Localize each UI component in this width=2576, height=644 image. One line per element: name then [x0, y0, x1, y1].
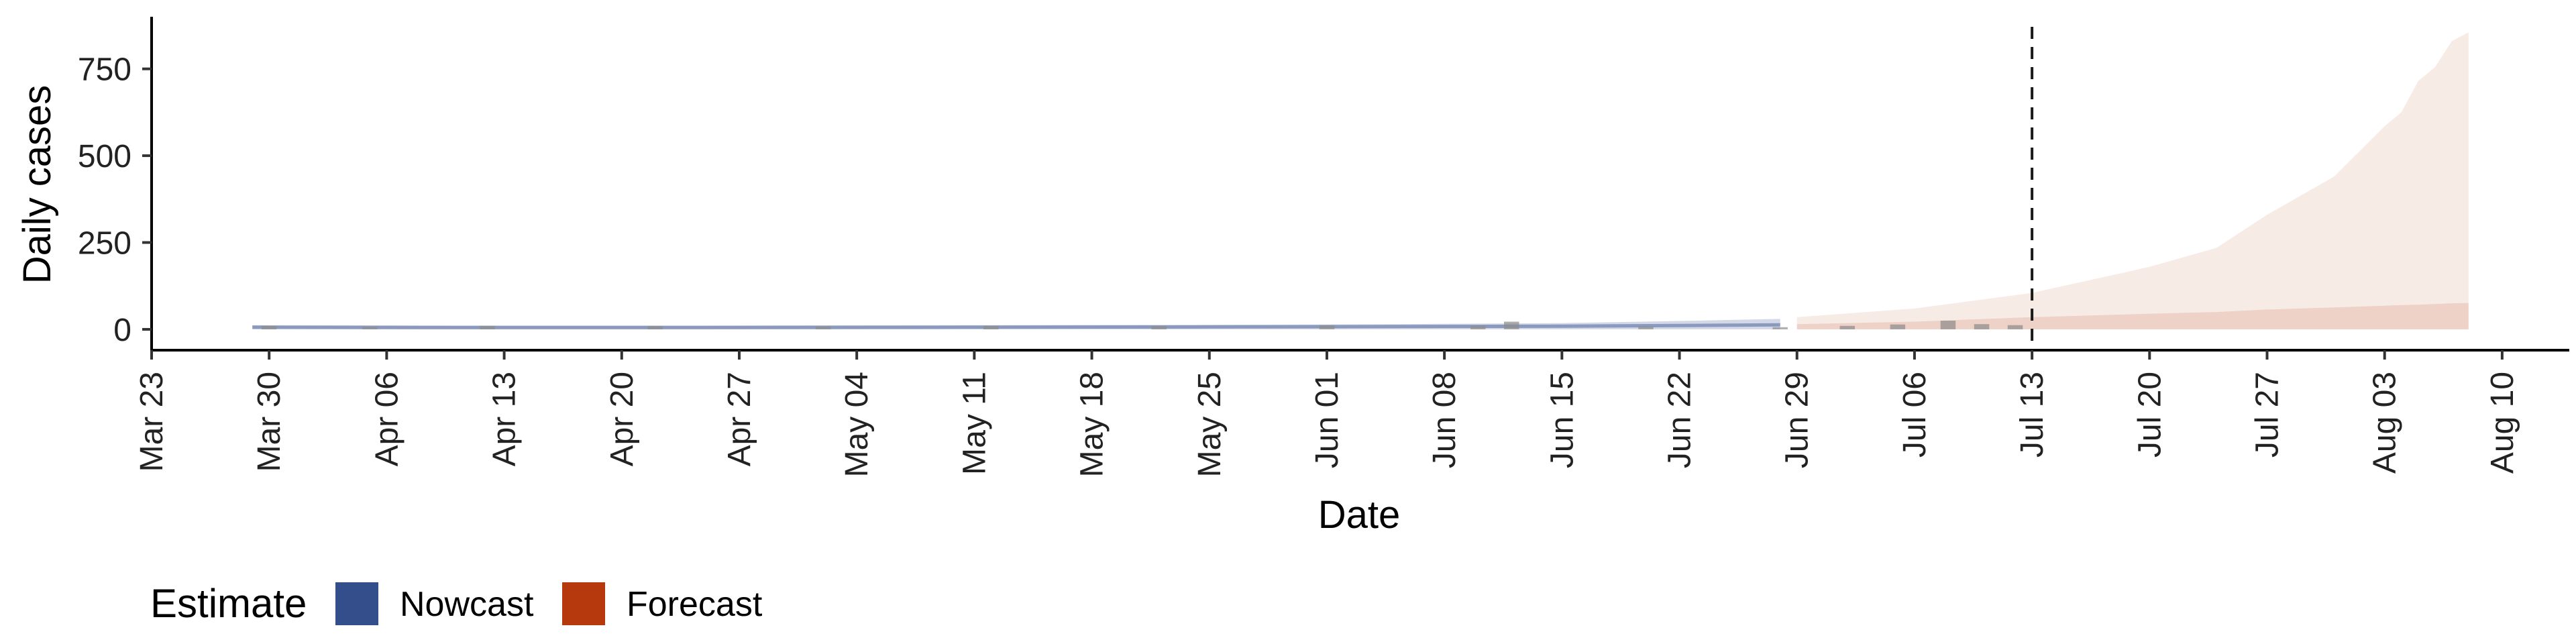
observed-case-bar — [647, 326, 663, 329]
x-tick-label: Apr 06 — [369, 372, 405, 466]
observed-case-bar — [1638, 326, 1654, 329]
x-tick-label: Jul 20 — [2132, 372, 2167, 458]
x-tick-label: May 04 — [839, 372, 875, 477]
x-tick-label: Jun 15 — [1544, 372, 1580, 468]
x-axis-ticks: Mar 23 Mar 30 Apr 06 Apr 13 Apr 20 Apr 27 May … — [134, 350, 2520, 477]
forecast-band-inner — [1796, 303, 2469, 329]
observed-case-bar — [983, 325, 999, 329]
x-tick-label: Apr 13 — [487, 372, 523, 466]
observed-case-bar — [1974, 324, 1990, 329]
y-axis-title: Daily cases — [15, 85, 59, 284]
y-tick-label: 500 — [78, 139, 131, 174]
x-tick-label: Jul 06 — [1897, 372, 1933, 458]
observed-case-bar — [815, 326, 831, 329]
legend-label-forecast: Forecast — [627, 585, 763, 624]
x-tick-label: Jun 08 — [1427, 372, 1462, 468]
x-tick-label: Aug 10 — [2485, 372, 2520, 474]
observed-case-bar — [362, 327, 378, 329]
x-tick-label: May 11 — [957, 372, 992, 475]
y-tick-label: 750 — [78, 52, 131, 88]
observed-case-bar — [1504, 321, 1519, 329]
x-tick-label: Apr 27 — [722, 372, 757, 466]
observed-case-bar — [1151, 326, 1167, 329]
nowcast-band — [252, 319, 1780, 329]
legend-key-nowcast — [335, 582, 378, 625]
x-tick-label: Mar 30 — [252, 372, 287, 472]
plot-area — [252, 32, 2469, 329]
x-tick-label: Jun 01 — [1309, 372, 1345, 468]
observed-case-bar — [1319, 325, 1335, 329]
x-tick-label: Mar 23 — [134, 372, 170, 472]
x-tick-label: Jun 29 — [1780, 372, 1815, 468]
x-tick-label: May 18 — [1075, 372, 1110, 477]
observed-case-bar — [261, 325, 277, 329]
x-tick-label: May 25 — [1192, 372, 1228, 477]
observed-case-bar — [1772, 327, 1788, 329]
x-tick-label: Jun 22 — [1662, 372, 1698, 468]
y-tick-label: 250 — [78, 226, 131, 262]
legend: Estimate Nowcast Forecast — [150, 581, 763, 626]
legend-title: Estimate — [150, 581, 307, 626]
y-tick-label: 0 — [113, 313, 131, 348]
observed-case-bar — [1940, 321, 1956, 329]
observed-case-bar — [480, 325, 495, 329]
legend-label-nowcast: Nowcast — [400, 585, 534, 624]
x-axis-title: Date — [1318, 493, 1401, 537]
x-tick-label: Jul 27 — [2250, 372, 2286, 458]
observed-case-bar — [1470, 325, 1486, 329]
nowcast-line — [252, 323, 1780, 329]
observed-cases-bars — [261, 321, 2023, 329]
axes — [150, 17, 2569, 352]
observed-case-bar — [2007, 325, 2023, 329]
forecast-band-outer — [1796, 32, 2469, 329]
x-tick-label: Jul 13 — [2015, 372, 2050, 458]
observed-case-bar — [1839, 325, 1855, 329]
x-tick-label: Aug 03 — [2367, 372, 2403, 474]
x-tick-label: Apr 20 — [604, 372, 640, 466]
legend-key-forecast — [562, 582, 605, 625]
observed-case-bar — [1890, 324, 1906, 329]
y-axis-ticks: 0 250 500 750 — [78, 52, 152, 348]
